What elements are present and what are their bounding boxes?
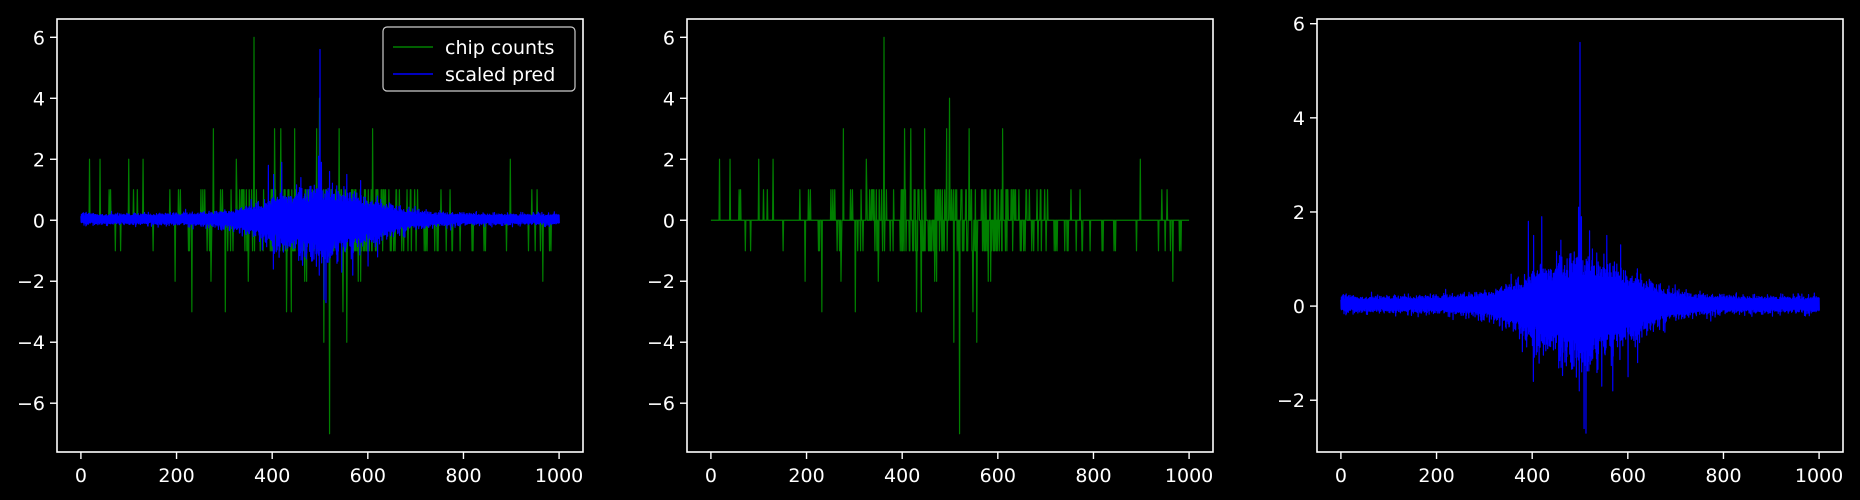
y-tick-label: −2 <box>1277 390 1305 412</box>
y-tick-label: 0 <box>1293 296 1305 318</box>
legend-box <box>382 26 576 92</box>
chip-counts-line <box>710 36 1190 435</box>
y-tick-label: 0 <box>663 210 675 232</box>
x-tick-label: 200 <box>1418 465 1454 487</box>
x-tick-label: 0 <box>705 465 717 487</box>
x-tick-label: 800 <box>1075 465 1111 487</box>
plot-area <box>80 36 560 435</box>
x-tick-label: 1000 <box>1165 465 1213 487</box>
axes-frame <box>56 18 584 453</box>
x-tick-label: 600 <box>980 465 1016 487</box>
x-tick-label: 1000 <box>535 465 583 487</box>
chart-panel-left: 0 200 400 600 800 1000 −6 −4 −2 0 2 4 6 chip counts sc… <box>17 18 584 487</box>
y-tick-label: −6 <box>647 393 675 415</box>
legend-label: scaled pred <box>445 64 555 86</box>
plot-area <box>1340 41 1820 434</box>
y-tick-label: 6 <box>33 27 45 49</box>
y-tick-label: −6 <box>17 393 45 415</box>
scaled-pred-line <box>1340 41 1820 434</box>
chart-panel-right: 0 200 400 600 800 1000 −2 0 2 4 6 <box>1277 14 1844 487</box>
y-tick-label: 2 <box>1293 202 1305 224</box>
y-tick-label: 2 <box>663 149 675 171</box>
y-tick-label: 4 <box>33 88 45 110</box>
scaled-pred-line <box>80 48 560 304</box>
x-tick-label: 400 <box>1514 465 1550 487</box>
y-tick-label: 4 <box>663 88 675 110</box>
x-tick-label: 800 <box>1705 465 1741 487</box>
x-tick-label: 0 <box>75 465 87 487</box>
y-tick-label: 0 <box>33 210 45 232</box>
x-tick-label: 200 <box>158 465 194 487</box>
y-tick-label: −4 <box>647 332 675 354</box>
y-tick-label: −2 <box>647 271 675 293</box>
x-tick-label: 600 <box>1610 465 1646 487</box>
y-tick-label: 2 <box>33 149 45 171</box>
axes-frame <box>686 18 1214 453</box>
y-tick-label: 6 <box>1293 14 1305 36</box>
legend-label: chip counts <box>445 37 554 59</box>
x-tick-label: 600 <box>350 465 386 487</box>
chart-panel-middle: 0 200 400 600 800 1000 −6 −4 −2 0 2 4 6 <box>647 18 1214 487</box>
plot-area <box>710 36 1190 435</box>
x-tick-label: 0 <box>1335 465 1347 487</box>
y-tick-label: −4 <box>17 332 45 354</box>
x-tick-label: 400 <box>884 465 920 487</box>
y-tick-label: −2 <box>17 271 45 293</box>
x-tick-label: 800 <box>445 465 481 487</box>
x-tick-label: 200 <box>788 465 824 487</box>
x-tick-label: 1000 <box>1795 465 1843 487</box>
x-tick-label: 400 <box>254 465 290 487</box>
y-tick-label: 4 <box>1293 108 1305 130</box>
y-tick-label: 6 <box>663 27 675 49</box>
axes-frame <box>1316 18 1844 453</box>
